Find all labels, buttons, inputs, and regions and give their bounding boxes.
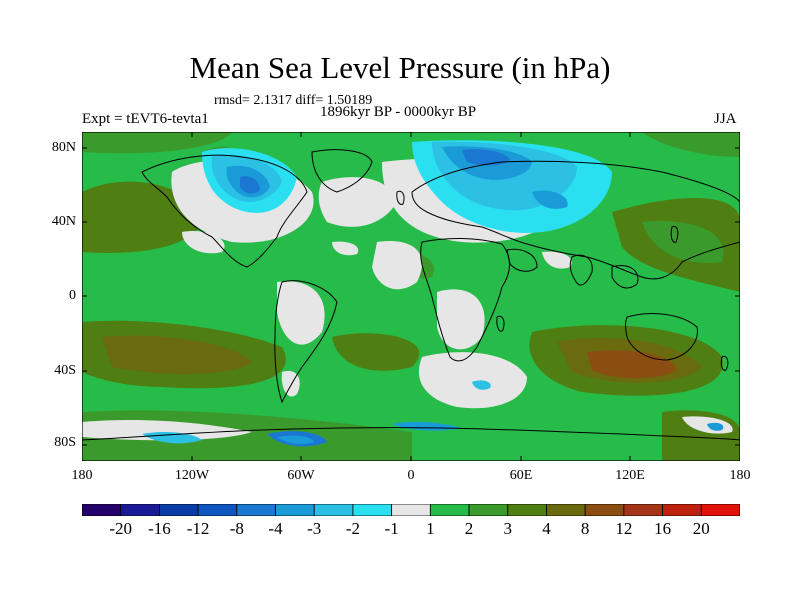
colorbar bbox=[82, 504, 740, 516]
colorbar-label: 1 bbox=[426, 519, 435, 538]
lat-label-80s: 80S bbox=[54, 435, 76, 450]
lon-label-180w: 180 bbox=[71, 468, 93, 483]
colorbar-swatch bbox=[429, 504, 470, 516]
axis-ticks bbox=[82, 132, 740, 461]
colorbar-swatch bbox=[120, 504, 160, 516]
colorbar-swatch bbox=[159, 504, 199, 516]
colorbar-swatch bbox=[352, 504, 393, 516]
colorbar-swatch bbox=[313, 504, 354, 516]
low-pressure-regions bbox=[142, 140, 724, 447]
chart-title: Mean Sea Level Pressure (in hPa) bbox=[189, 50, 611, 85]
lon-label-120e: 120E bbox=[615, 468, 645, 483]
colorbar-swatch bbox=[197, 504, 238, 516]
colorbar-swatch bbox=[275, 504, 315, 516]
pressure-map bbox=[82, 132, 740, 461]
period-label: 1896kyr BP - 0000kyr BP bbox=[320, 104, 477, 120]
colorbar-swatch bbox=[662, 504, 702, 516]
lon-label-120w: 120W bbox=[174, 468, 210, 483]
lat-label-80n: 80N bbox=[51, 140, 76, 155]
colorbar-label: -2 bbox=[345, 519, 361, 538]
colorbar-label: 20 bbox=[692, 519, 710, 538]
colorbar-swatch bbox=[546, 504, 586, 516]
season-label: JJA bbox=[714, 111, 737, 127]
colorbar-swatch bbox=[507, 504, 547, 516]
lon-label-180e: 180 bbox=[729, 468, 751, 483]
colorbar-swatch bbox=[82, 504, 122, 516]
colorbar-label: 8 bbox=[580, 519, 590, 538]
lon-label-60w: 60W bbox=[287, 468, 315, 483]
lon-label-60e: 60E bbox=[509, 468, 533, 483]
colorbar-label: -4 bbox=[268, 519, 283, 538]
colorbar-label: 2 bbox=[464, 519, 474, 538]
lat-label-40n: 40N bbox=[51, 214, 76, 229]
colorbar-swatch bbox=[391, 504, 431, 516]
colorbar-swatch bbox=[468, 504, 509, 516]
experiment-label: Expt = tEVT6-tevta1 bbox=[82, 111, 209, 127]
colorbar-swatch bbox=[236, 504, 276, 516]
colorbar-label: 12 bbox=[615, 519, 633, 538]
stats-text: rmsd= 2.1317 diff= 1.50189 bbox=[214, 93, 373, 108]
colorbar-swatch bbox=[700, 504, 740, 516]
lat-label-40s: 40S bbox=[54, 363, 76, 378]
colorbar-label: -8 bbox=[229, 519, 244, 538]
colorbar-swatch bbox=[584, 504, 625, 516]
coastlines bbox=[82, 149, 740, 441]
colorbar-label: 16 bbox=[654, 519, 672, 538]
lon-label-0: 0 bbox=[407, 468, 415, 483]
colorbar-label: 4 bbox=[542, 519, 551, 538]
colorbar-label: 3 bbox=[503, 519, 513, 538]
colorbar-label: -3 bbox=[307, 519, 322, 538]
colorbar-label: -20 bbox=[109, 519, 133, 538]
colorbar-label: -1 bbox=[384, 519, 399, 538]
lat-label-0: 0 bbox=[69, 288, 76, 303]
high-pressure-regions bbox=[82, 132, 740, 461]
colorbar-label: -12 bbox=[186, 519, 210, 538]
colorbar-label: -16 bbox=[148, 519, 171, 538]
colorbar-swatch bbox=[623, 504, 663, 516]
